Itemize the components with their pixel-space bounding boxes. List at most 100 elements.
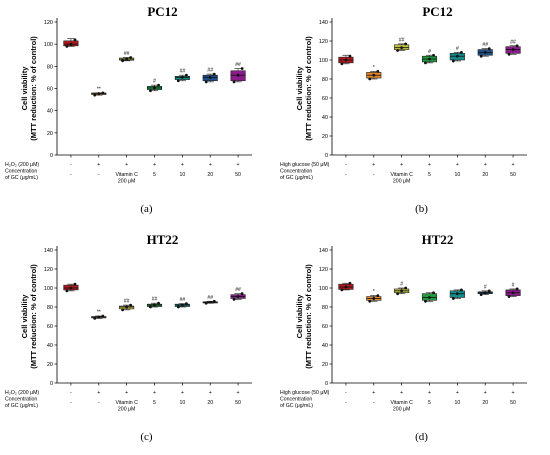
significance-label: ## [235, 62, 241, 68]
concentration-value: Vitamin C [115, 172, 138, 178]
data-point [376, 70, 380, 73]
data-point [97, 315, 101, 319]
treatment-value: + [484, 162, 487, 168]
concentration-row-label: Concentration [280, 397, 312, 403]
concentration-value: 20 [482, 400, 488, 406]
box-3 [421, 291, 438, 303]
panel-c: HT22 0 20 40 60 80 100 120 140 Cell viability (MTT… [0, 228, 275, 455]
data-point [451, 59, 455, 63]
box-2 [119, 303, 135, 312]
treatment-value: - [70, 162, 72, 168]
data-point [487, 289, 491, 293]
concentration-value: 20 [482, 172, 488, 178]
y-axis-label-line1: Cell viability [295, 294, 304, 339]
significance-label: ** [97, 310, 101, 316]
treatment-value: + [209, 390, 212, 396]
y-tick-label: 60 [322, 324, 328, 330]
significance-label: ## [152, 297, 158, 303]
y-axis-label-line2: (MTT reduction: % of control) [304, 264, 313, 369]
treatment-value: + [456, 390, 459, 396]
data-point [344, 285, 348, 289]
y-tick-label: 100 [44, 42, 53, 48]
data-point [125, 57, 129, 61]
data-point [372, 73, 376, 77]
concentration-extra: 200 μM [393, 179, 410, 185]
y-tick-label: 0 [50, 381, 53, 387]
panel-d: HT22 0 20 40 60 80 100 120 140 Cell viability (MTT… [275, 228, 550, 455]
data-point [507, 295, 511, 298]
concentration-value: Vitamin C [390, 172, 413, 178]
data-point [428, 296, 431, 299]
data-point [404, 286, 408, 290]
data-point [507, 52, 511, 56]
significance-label: # [456, 46, 459, 52]
treatment-value: - [345, 162, 347, 168]
y-tick-label: 80 [47, 64, 53, 70]
treatment-value: + [372, 162, 375, 168]
chart-svg: PC12 0 20 40 60 80 100 120 140 Cell viability (MTT… [280, 4, 527, 215]
data-point [236, 295, 240, 298]
box-5 [202, 72, 218, 84]
significance-label: * [373, 289, 375, 295]
concentration-value: - [70, 400, 72, 406]
significance-label: * [373, 65, 375, 71]
y-tick-label: 100 [319, 58, 328, 64]
data-point [153, 303, 156, 307]
significance-label: ## [124, 51, 130, 57]
data-point [129, 303, 133, 307]
data-point [157, 83, 160, 87]
data-point [101, 91, 105, 95]
significance-label: ## [207, 68, 213, 74]
y-tick-label: 20 [322, 362, 328, 368]
significance-label: ## [180, 297, 186, 303]
data-point [232, 80, 236, 84]
y-tick-label: 100 [319, 286, 328, 292]
y-tick-label: 60 [47, 87, 53, 93]
y-axis-label: Cell viability (MTT reduction: % of contr… [20, 36, 38, 141]
treatment-value: + [181, 162, 184, 168]
data-point [372, 297, 376, 300]
concentration-row-label: Concentration [5, 169, 37, 175]
box-2 [394, 42, 410, 52]
y-tick-label: 120 [44, 267, 53, 273]
data-point [93, 93, 97, 97]
treatment-value: + [237, 162, 240, 168]
chart-svg: HT22 0 20 40 60 80 100 120 140 Cell viability (MTT… [280, 232, 527, 443]
treatment-row-label: H₂O₂ (200 μM) [5, 390, 39, 396]
concentration-extra: 200 μM [393, 407, 410, 413]
box-1 [366, 70, 382, 81]
concentration-value: Vitamin C [115, 400, 138, 406]
concentration-value: 5 [428, 400, 431, 406]
data-point [460, 288, 463, 292]
box-5 [477, 289, 493, 297]
data-point [432, 291, 435, 295]
data-point [212, 299, 216, 303]
box-3 [146, 301, 163, 309]
data-point [432, 53, 435, 57]
data-point [73, 282, 77, 286]
data-point [240, 67, 244, 70]
y-tick-label: 40 [322, 343, 328, 349]
data-point [69, 42, 73, 46]
y-axis-label: Cell viability (MTT reduction: % of contr… [295, 36, 313, 141]
concentration-extra: 200 μM [118, 407, 135, 413]
y-tick-label: 80 [322, 305, 328, 311]
y-axis-label: Cell viability (MTT reduction: % of contr… [20, 264, 38, 369]
data-point [65, 289, 69, 293]
box-1 [366, 294, 382, 303]
concentration-value: - [373, 400, 375, 406]
data-point [176, 79, 180, 83]
y-axis-label-line1: Cell viability [20, 66, 29, 111]
significance-label: ## [124, 299, 130, 305]
concentration-value: 10 [179, 400, 185, 406]
box-4 [174, 302, 190, 309]
y-axis-label-line2: (MTT reduction: % of control) [304, 36, 313, 141]
concentration-value: - [98, 172, 100, 178]
panel-a: PC12 0 20 40 60 80 100 120 Cell viability (MTT re… [0, 0, 275, 227]
data-point [97, 92, 101, 95]
chart-title: PC12 [147, 4, 177, 19]
significance-label: ** [97, 86, 101, 92]
concentration-value: 10 [179, 172, 185, 178]
y-tick-label: 20 [47, 131, 53, 137]
data-point [428, 57, 431, 61]
